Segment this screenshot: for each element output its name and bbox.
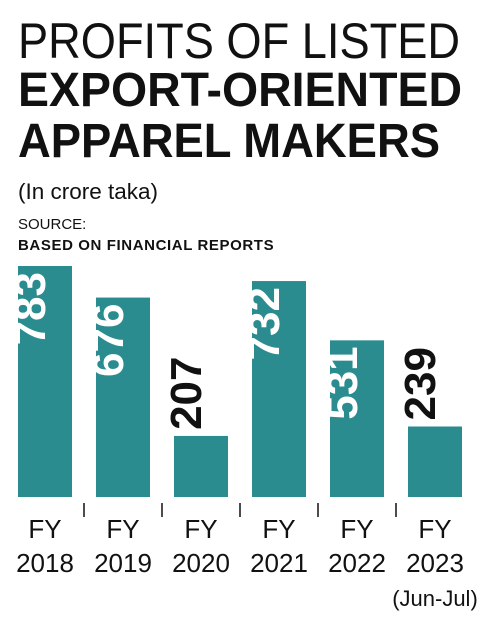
bar — [18, 266, 72, 497]
x-tick-label: 2020 — [172, 548, 230, 578]
bar — [330, 340, 384, 497]
bar — [252, 281, 306, 497]
value-label: 732 — [240, 287, 289, 360]
bar — [408, 426, 462, 497]
x-tick-label: (Jun-Jul) — [392, 586, 478, 611]
x-tick-label: 2022 — [328, 548, 386, 578]
x-tick-label: 2019 — [94, 548, 152, 578]
bar — [96, 297, 150, 497]
x-tick-label: 2018 — [16, 548, 74, 578]
x-tick-label: FY — [418, 514, 451, 544]
source-label: SOURCE: — [18, 216, 86, 233]
value-label: 207 — [162, 357, 211, 430]
value-label: 676 — [84, 304, 133, 377]
x-tick-label: 2021 — [250, 548, 308, 578]
x-tick-label: FY — [106, 514, 139, 544]
value-label: 531 — [318, 346, 367, 419]
chart-subtitle: (In crore taka) — [18, 179, 158, 204]
value-label: 239 — [396, 347, 445, 420]
chart-title: EXPORT-ORIENTED — [18, 64, 462, 117]
bar — [174, 435, 228, 497]
chart-title: PROFITS OF LISTED — [18, 13, 460, 69]
source: BASED ON FINANCIAL REPORTS — [18, 237, 274, 254]
x-tick-label: FY — [262, 514, 295, 544]
value-label: 783 — [6, 272, 55, 345]
chart-title: APPAREL MAKERS — [18, 115, 440, 168]
x-tick-label: FY — [184, 514, 217, 544]
x-tick-label: FY — [340, 514, 373, 544]
x-tick-label: 2023 — [406, 548, 464, 578]
x-tick-label: FY — [28, 514, 61, 544]
